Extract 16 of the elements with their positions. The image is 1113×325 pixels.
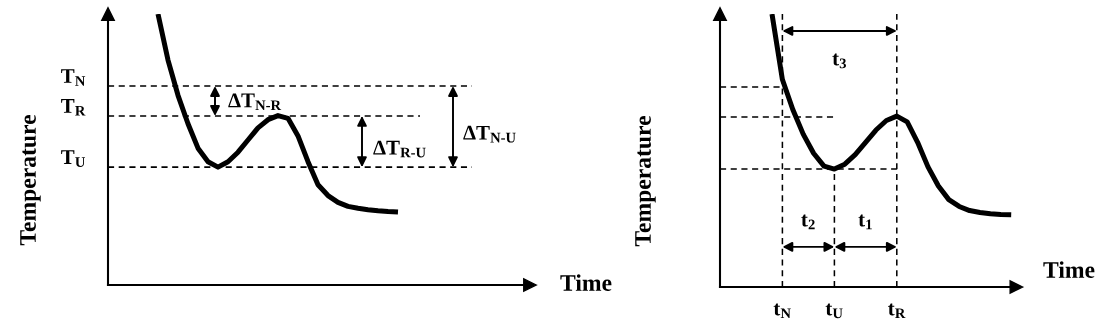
annotation: t$_{2}$ [801, 214, 815, 230]
annotation: t$_{3}$ [832, 53, 846, 69]
y-axis-title: Temperature [635, 116, 656, 247]
x-tick-label: t$_{U}$ [825, 303, 843, 319]
ref-line-label: T$_{U}$ [61, 150, 86, 167]
x-axis-title: Time [1043, 261, 1095, 278]
x-axis-title: Time [560, 274, 612, 291]
annotation: t$_{1}$ [858, 214, 872, 230]
annotation: ΔT$_{N-U}$ [463, 125, 516, 143]
annotation: ΔT$_{R-U}$ [373, 140, 426, 158]
ref-line-label: T$_{N}$ [61, 69, 86, 86]
x-tick-label: t$_{N}$ [773, 303, 791, 319]
ref-line-label: T$_{R}$ [61, 99, 86, 116]
annotation: ΔT$_{N-R}$ [228, 93, 282, 111]
y-axis-title: Temperature [20, 115, 41, 246]
x-tick-label: t$_{R}$ [888, 303, 906, 319]
